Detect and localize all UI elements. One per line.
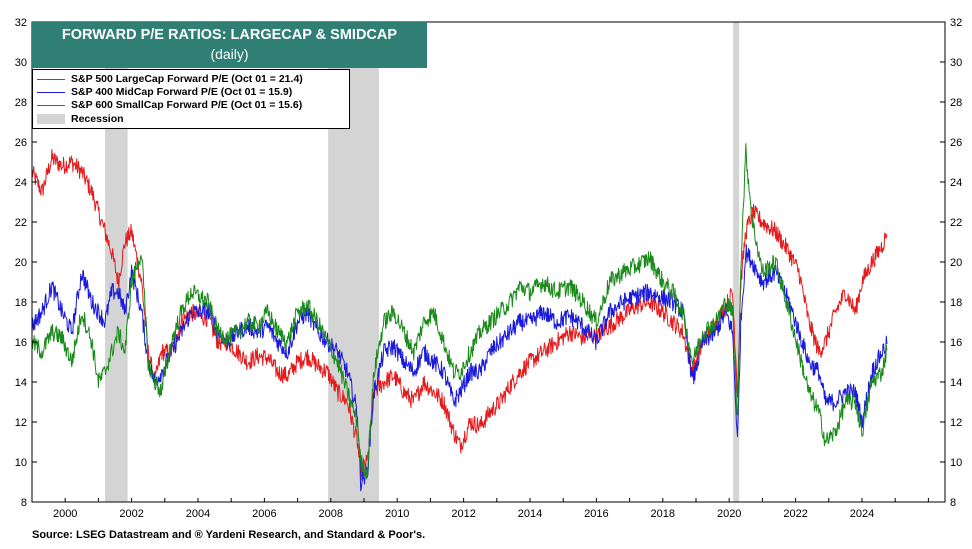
legend-item-largecap: S&P 500 LargeCap Forward P/E (Oct 01 = 2…	[37, 73, 303, 85]
ytick-left-label-8: 24	[15, 177, 27, 189]
ytick-right-label-1: 10	[950, 457, 962, 469]
ytick-left-label-12: 32	[15, 17, 27, 29]
series-line-0	[31, 149, 888, 481]
source-note: Source: LSEG Datastream and ® Yardeni Re…	[32, 529, 426, 541]
legend-swatch-largecap	[37, 78, 65, 80]
ytick-left-label-2: 12	[15, 417, 27, 429]
ytick-right-label-5: 18	[950, 297, 962, 309]
ytick-right-label-8: 24	[950, 177, 962, 189]
xtick-label-5: 2010	[385, 508, 409, 520]
ytick-right-label-12: 32	[950, 17, 962, 29]
chart-subtitle: (daily)	[210, 46, 249, 62]
ytick-right-label-2: 12	[950, 417, 962, 429]
ytick-left-label-5: 18	[15, 297, 27, 309]
ytick-left-label-11: 30	[15, 57, 27, 69]
xtick-label-10: 2020	[717, 508, 741, 520]
xtick-label-7: 2014	[518, 508, 542, 520]
ytick-right-label-10: 28	[950, 97, 962, 109]
recession-band-2	[733, 22, 740, 502]
ytick-left-label-6: 20	[15, 257, 27, 269]
ytick-right-label-11: 30	[950, 57, 962, 69]
xtick-label-4: 2008	[319, 508, 343, 520]
ytick-right-label-9: 26	[950, 137, 962, 149]
xtick-label-9: 2018	[651, 508, 675, 520]
recession-band-0	[105, 22, 128, 502]
ytick-left-label-7: 22	[15, 217, 27, 229]
legend: S&P 500 LargeCap Forward P/E (Oct 01 = 2…	[32, 69, 350, 129]
legend-item-midcap: S&P 400 MidCap Forward P/E (Oct 01 = 15.…	[37, 86, 292, 98]
xtick-label-12: 2024	[850, 508, 874, 520]
ytick-right-label-0: 8	[950, 497, 956, 509]
xtick-label-6: 2012	[451, 508, 475, 520]
legend-swatch-midcap	[37, 91, 65, 93]
ytick-left-label-3: 14	[15, 377, 27, 389]
ytick-left-label-0: 8	[21, 497, 27, 509]
xtick-label-8: 2016	[584, 508, 608, 520]
ytick-left-label-10: 28	[15, 97, 27, 109]
xtick-label-2: 2004	[186, 508, 210, 520]
series-line-2	[31, 143, 888, 480]
legend-label-largecap: S&P 500 LargeCap Forward P/E (Oct 01 = 2…	[71, 73, 303, 85]
legend-label-midcap: S&P 400 MidCap Forward P/E (Oct 01 = 15.…	[71, 86, 293, 98]
xtick-label-11: 2022	[783, 508, 807, 520]
ytick-right-label-3: 14	[950, 377, 962, 389]
legend-label-smallcap: S&P 600 SmallCap Forward P/E (Oct 01 = 1…	[71, 99, 303, 111]
xtick-label-1: 2002	[119, 508, 143, 520]
series-line-1	[31, 244, 888, 492]
legend-item-smallcap: S&P 600 SmallCap Forward P/E (Oct 01 = 1…	[37, 99, 302, 111]
ytick-left-label-9: 26	[15, 137, 27, 149]
legend-label-recession: Recession	[71, 113, 124, 125]
ytick-left-label-4: 16	[15, 337, 27, 349]
ytick-right-label-6: 20	[950, 257, 962, 269]
legend-item-recession: Recession	[37, 113, 124, 125]
chart-title: FORWARD P/E RATIOS: LARGECAP & SMIDCAP	[61, 27, 398, 43]
ytick-left-label-1: 10	[15, 457, 27, 469]
legend-swatch-smallcap	[37, 104, 65, 106]
chart-title-box: FORWARD P/E RATIOS: LARGECAP & SMIDCAP (…	[32, 22, 427, 68]
ytick-right-label-4: 16	[950, 337, 962, 349]
series-lines	[31, 143, 888, 492]
xtick-label-0: 2000	[53, 508, 77, 520]
xtick-label-3: 2006	[252, 508, 276, 520]
ytick-right-label-7: 22	[950, 217, 962, 229]
legend-swatch-recession	[37, 114, 65, 125]
